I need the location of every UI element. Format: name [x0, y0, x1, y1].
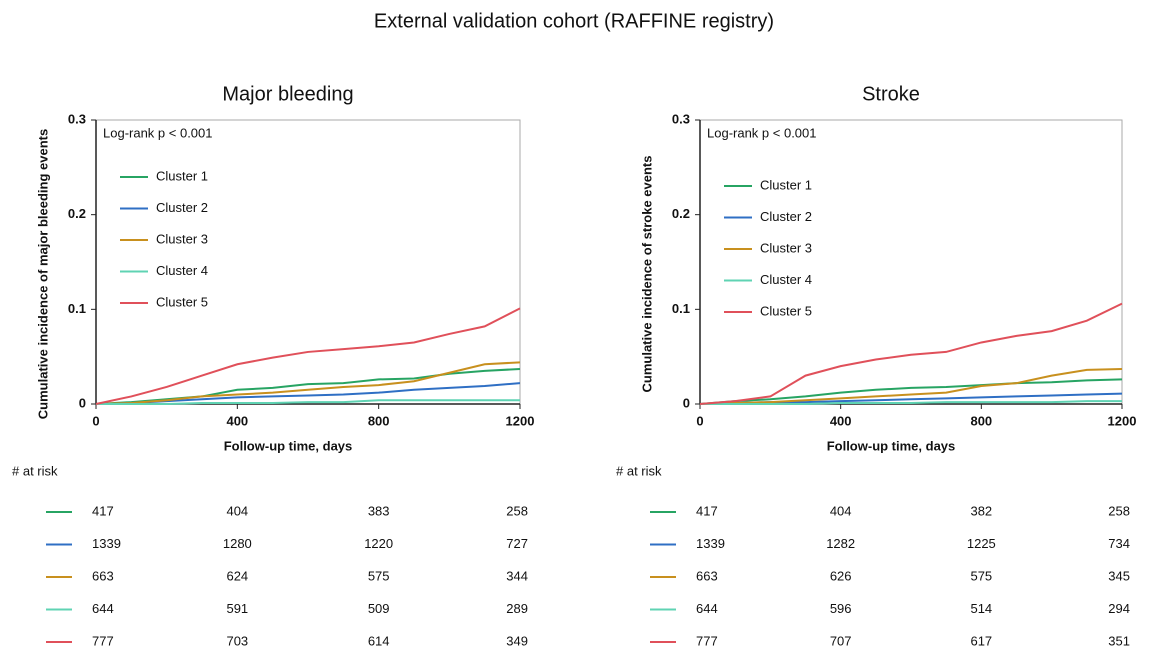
legend-label: Cluster 4	[156, 263, 208, 278]
at-risk-count: 294	[1108, 601, 1130, 616]
at-risk-count: 417	[92, 503, 114, 518]
plot-frame	[699, 119, 1123, 405]
x-tick-label: 0	[696, 413, 703, 428]
legend-label: Cluster 5	[760, 303, 812, 318]
at-risk-count: 345	[1108, 568, 1130, 583]
at-risk-count: 1280	[223, 536, 252, 551]
at-risk-label: # at risk	[12, 463, 58, 478]
annotation: Log-rank p < 0.001	[103, 125, 213, 140]
at-risk-count: 1339	[696, 536, 725, 551]
at-risk-count: 617	[970, 633, 992, 648]
at-risk-count: 344	[506, 568, 528, 583]
chart-title: Major bleeding	[222, 83, 353, 105]
at-risk-count: 644	[696, 601, 718, 616]
at-risk-label: # at risk	[616, 463, 662, 478]
y-tick-label: 0	[683, 395, 690, 410]
at-risk-count: 349	[506, 633, 528, 648]
legend-label: Cluster 3	[760, 240, 812, 255]
at-risk-count: 663	[92, 568, 114, 583]
x-tick-label: 400	[830, 413, 852, 428]
y-tick-label: 0.2	[672, 206, 690, 221]
legend-label: Cluster 3	[156, 231, 208, 246]
y-axis-label: Cumulative incidence of stroke events	[639, 156, 654, 393]
survival-curve	[95, 367, 521, 405]
figure-title: External validation cohort (RAFFINE regi…	[374, 10, 774, 32]
chart-title: Stroke	[862, 83, 920, 105]
x-axis-label: Follow-up time, days	[224, 438, 353, 453]
at-risk-count: 663	[696, 568, 718, 583]
survival-curve	[700, 400, 1122, 405]
at-risk-count: 727	[506, 536, 528, 551]
y-tick-label: 0.1	[672, 301, 690, 316]
at-risk-count: 734	[1108, 536, 1130, 551]
annotation: Log-rank p < 0.001	[707, 125, 817, 140]
at-risk-count: 258	[506, 503, 528, 518]
at-risk-count: 614	[368, 633, 390, 648]
legend-label: Cluster 1	[156, 168, 208, 183]
at-risk-count: 351	[1108, 633, 1130, 648]
survival-curve	[699, 367, 1123, 405]
y-tick-label: 0.2	[68, 206, 86, 221]
at-risk-count: 707	[830, 633, 852, 648]
y-tick-label: 0.3	[672, 111, 690, 126]
at-risk-count: 626	[830, 568, 852, 583]
y-tick-label: 0.1	[68, 301, 86, 316]
y-axis-label: Cumulative incidence of major bleeding e…	[35, 129, 50, 419]
legend-label: Cluster 1	[760, 177, 812, 192]
survival-curve	[95, 307, 521, 405]
y-tick-label: 0.3	[68, 111, 86, 126]
at-risk-count: 404	[226, 503, 248, 518]
x-tick-label: 1200	[1108, 413, 1137, 428]
at-risk-count: 382	[970, 503, 992, 518]
at-risk-count: 591	[226, 601, 248, 616]
legend-label: Cluster 2	[760, 209, 812, 224]
at-risk-count: 575	[970, 568, 992, 583]
survival-curve	[699, 378, 1123, 405]
x-tick-label: 0	[92, 413, 99, 428]
at-risk-count: 1339	[92, 536, 121, 551]
x-axis-label: Follow-up time, days	[827, 438, 956, 453]
at-risk-count: 624	[226, 568, 248, 583]
at-risk-count: 383	[368, 503, 390, 518]
at-risk-count: 575	[368, 568, 390, 583]
at-risk-count: 417	[696, 503, 718, 518]
y-tick-label: 0	[79, 395, 86, 410]
at-risk-count: 777	[92, 633, 114, 648]
legend-label: Cluster 2	[156, 200, 208, 215]
at-risk-count: 509	[368, 601, 390, 616]
survival-curve	[96, 399, 520, 405]
at-risk-count: 1225	[967, 536, 996, 551]
x-tick-label: 1200	[506, 413, 535, 428]
at-risk-count: 1220	[364, 536, 393, 551]
x-tick-label: 400	[226, 413, 248, 428]
at-risk-count: 404	[830, 503, 852, 518]
at-risk-count: 514	[970, 601, 992, 616]
at-risk-count: 596	[830, 601, 852, 616]
at-risk-count: 703	[226, 633, 248, 648]
at-risk-count: 1282	[826, 536, 855, 551]
legend-label: Cluster 5	[156, 294, 208, 309]
x-tick-label: 800	[970, 413, 992, 428]
x-tick-label: 800	[368, 413, 390, 428]
at-risk-count: 258	[1108, 503, 1130, 518]
survival-curve	[699, 302, 1123, 405]
at-risk-count: 644	[92, 601, 114, 616]
survival-curve	[95, 361, 521, 405]
at-risk-count: 777	[696, 633, 718, 648]
legend-label: Cluster 4	[760, 272, 812, 287]
at-risk-count: 289	[506, 601, 528, 616]
